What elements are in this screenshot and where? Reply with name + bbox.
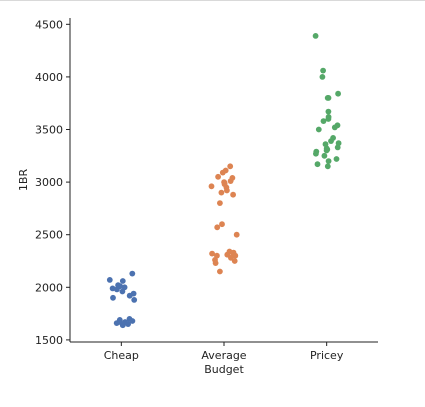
x-axis-label: Budget — [204, 363, 244, 376]
data-point — [323, 147, 330, 154]
data-point — [110, 294, 116, 301]
data-point — [230, 191, 237, 198]
data-point — [320, 118, 327, 124]
data-point — [106, 277, 113, 283]
data-point — [217, 200, 223, 207]
data-point — [328, 138, 334, 145]
data-point — [114, 286, 120, 293]
data-point — [208, 183, 215, 190]
data-point — [233, 231, 240, 238]
y-tick-label: 4000 — [35, 71, 63, 84]
data-point — [212, 260, 219, 266]
data-point — [119, 288, 126, 295]
data-point — [215, 173, 222, 180]
y-axis-label: 1BR — [17, 169, 30, 192]
data-point — [325, 158, 332, 165]
y-tick-label: 3500 — [35, 124, 63, 137]
data-point — [217, 268, 223, 275]
data-point — [228, 254, 234, 261]
x-tick-label: Pricey — [310, 349, 344, 362]
data-point — [219, 169, 226, 176]
data-point — [331, 124, 338, 131]
data-point — [119, 322, 126, 329]
y-tick-label: 4500 — [35, 18, 63, 31]
y-tick-label: 1500 — [35, 334, 63, 347]
x-tick-label: Cheap — [104, 349, 139, 362]
data-point — [227, 163, 234, 170]
data-points — [106, 33, 342, 329]
x-tick-label: Average — [201, 349, 246, 362]
data-point — [334, 144, 341, 151]
data-point — [313, 150, 319, 157]
top-divider — [0, 0, 425, 1]
data-point — [314, 161, 321, 168]
data-point — [113, 320, 120, 326]
data-point — [129, 318, 136, 324]
y-tick-label: 3000 — [35, 176, 63, 189]
data-point — [321, 152, 328, 159]
data-point — [335, 90, 341, 97]
data-point — [325, 116, 332, 122]
data-point — [227, 178, 234, 185]
y-tick-label: 2000 — [35, 281, 63, 294]
data-point — [218, 189, 225, 196]
data-point — [312, 33, 319, 39]
y-tick-label: 2500 — [35, 229, 63, 242]
data-point — [119, 278, 126, 284]
data-point — [315, 126, 322, 133]
data-point — [324, 163, 331, 170]
data-point — [319, 74, 326, 80]
data-point — [209, 250, 216, 257]
data-point — [126, 292, 133, 299]
y-axis: 1500 2000 2500 3000 3500 4000 4500 — [35, 18, 71, 347]
data-point — [131, 297, 138, 303]
data-point — [129, 270, 136, 277]
data-point — [214, 224, 221, 231]
data-point — [224, 187, 230, 194]
data-point — [333, 156, 340, 162]
data-point — [325, 95, 332, 101]
x-axis: Cheap Average Pricey — [70, 341, 378, 362]
data-point — [325, 108, 332, 115]
data-point — [232, 252, 239, 259]
data-point — [125, 321, 131, 327]
data-point — [320, 67, 326, 74]
data-point — [231, 258, 238, 264]
data-point — [219, 221, 225, 228]
